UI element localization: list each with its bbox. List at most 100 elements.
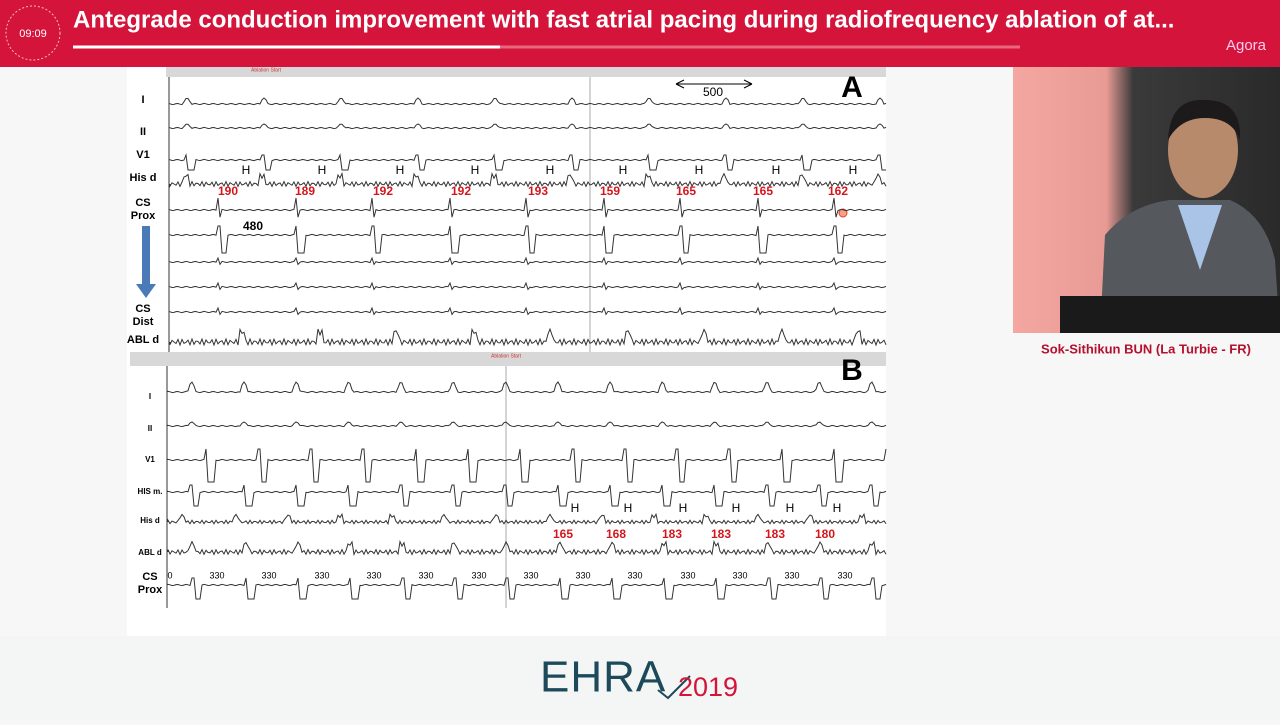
his-marker: H: [619, 163, 628, 177]
lectern: [1060, 296, 1280, 333]
ecg-trace: [169, 123, 887, 130]
lead-label: His d: [140, 516, 160, 525]
interval-label: 189: [295, 184, 315, 198]
lead-label: I: [141, 94, 144, 106]
interval-label: 192: [451, 184, 471, 198]
direction-arrow: [136, 226, 156, 298]
cs-interval: 330: [837, 570, 852, 580]
his-marker: H: [849, 163, 858, 177]
ecg-trace: [169, 281, 887, 291]
ecg-trace: [169, 153, 886, 171]
ecg-trace: [167, 484, 887, 507]
cursor-dot: [838, 208, 848, 218]
his-marker: H: [571, 501, 580, 515]
interval-label: 190: [218, 184, 238, 198]
lead-label: CS: [142, 571, 157, 583]
lead-label: II: [140, 126, 146, 138]
header-bar: [0, 0, 1280, 67]
his-marker: H: [396, 163, 405, 177]
speaker-head: [1168, 102, 1238, 198]
video-title: Antegrade conduction improvement with fa…: [73, 6, 1174, 33]
logo-swoosh: [657, 675, 691, 700]
scale-arrow: [675, 79, 753, 89]
speaker-video: [1013, 67, 1280, 333]
interval-label: 168: [606, 527, 626, 541]
lead-label: Prox: [131, 210, 156, 222]
lead-label: HIS m.: [138, 487, 163, 496]
timer-ring: [5, 5, 61, 61]
cs-interval: 0: [167, 570, 172, 580]
cs-interval: 330: [471, 570, 486, 580]
panel-letter: B: [841, 354, 863, 387]
cs-interval: 330: [418, 570, 433, 580]
scale-label: 500: [703, 85, 723, 99]
cycle-label: 480: [243, 219, 263, 233]
ecg-trace: [169, 225, 887, 254]
ablation-marker: Ablation Start: [251, 67, 282, 73]
lead-label: His d: [130, 172, 157, 184]
ecg-trace: [167, 577, 887, 600]
ecg-trace: [167, 448, 887, 483]
his-marker: H: [624, 501, 633, 515]
his-marker: H: [695, 163, 704, 177]
cs-interval: 330: [575, 570, 590, 580]
panel-letter: A: [841, 71, 863, 104]
interval-label: 183: [662, 527, 682, 541]
ecg-trace: [167, 539, 887, 557]
ablation-marker: Ablation Start: [491, 353, 522, 359]
interval-label: 192: [373, 184, 393, 198]
lead-label: CS: [135, 303, 150, 315]
cs-interval: 330: [627, 570, 642, 580]
cs-interval: 330: [366, 570, 381, 580]
cs-interval: 330: [784, 570, 799, 580]
cs-interval: 330: [314, 570, 329, 580]
his-marker: H: [471, 163, 480, 177]
footer: [0, 636, 1280, 720]
cs-interval: 330: [523, 570, 538, 580]
interval-label: 162: [828, 184, 848, 198]
cs-interval: 330: [209, 570, 224, 580]
interval-label: 183: [765, 527, 785, 541]
lead-label: V1: [136, 149, 149, 161]
lead-label: Prox: [138, 584, 163, 596]
panel-b-header: [130, 352, 886, 366]
ecg-trace: [169, 197, 887, 218]
speaker-name: Sok-Sithikun BUN (La Turbie - FR): [1041, 341, 1251, 356]
cs-interval: 330: [261, 570, 276, 580]
lead-label: V1: [145, 455, 155, 464]
panel-a-header: [166, 67, 886, 77]
ecg-trace: [169, 306, 887, 316]
interval-label: 193: [528, 184, 548, 198]
ecg-trace: [169, 171, 887, 189]
interval-label: 180: [815, 527, 835, 541]
his-marker: H: [833, 501, 842, 515]
interval-label: 165: [676, 184, 696, 198]
interval-label: 165: [753, 184, 773, 198]
channel: Agora: [1226, 37, 1267, 54]
his-marker: H: [732, 501, 741, 515]
speaker-shirt: [1178, 205, 1222, 270]
lead-label: ABL d: [127, 334, 159, 346]
ecg-trace: [169, 97, 887, 106]
cs-interval: 330: [680, 570, 695, 580]
interval-label: 165: [553, 527, 573, 541]
brand: EHRA: [540, 653, 666, 702]
lead-label: II: [148, 424, 152, 433]
ecg-trace: [167, 512, 887, 526]
lead-label: Dist: [133, 316, 154, 328]
his-marker: H: [786, 501, 795, 515]
his-marker: H: [546, 163, 555, 177]
cs-interval: 330: [732, 570, 747, 580]
lead-label: CS: [135, 197, 150, 209]
timer: 09:09: [19, 28, 47, 40]
his-marker: H: [679, 501, 688, 515]
lead-label: I: [149, 392, 151, 401]
lead-label: ABL d: [138, 548, 162, 557]
ecg-trace: [167, 421, 887, 428]
speaker-hair: [1168, 99, 1241, 140]
his-marker: H: [318, 163, 327, 177]
ecg-trace: [169, 327, 887, 347]
his-marker: H: [772, 163, 781, 177]
interval-label: 183: [711, 527, 731, 541]
ecg-trace: [169, 256, 887, 266]
